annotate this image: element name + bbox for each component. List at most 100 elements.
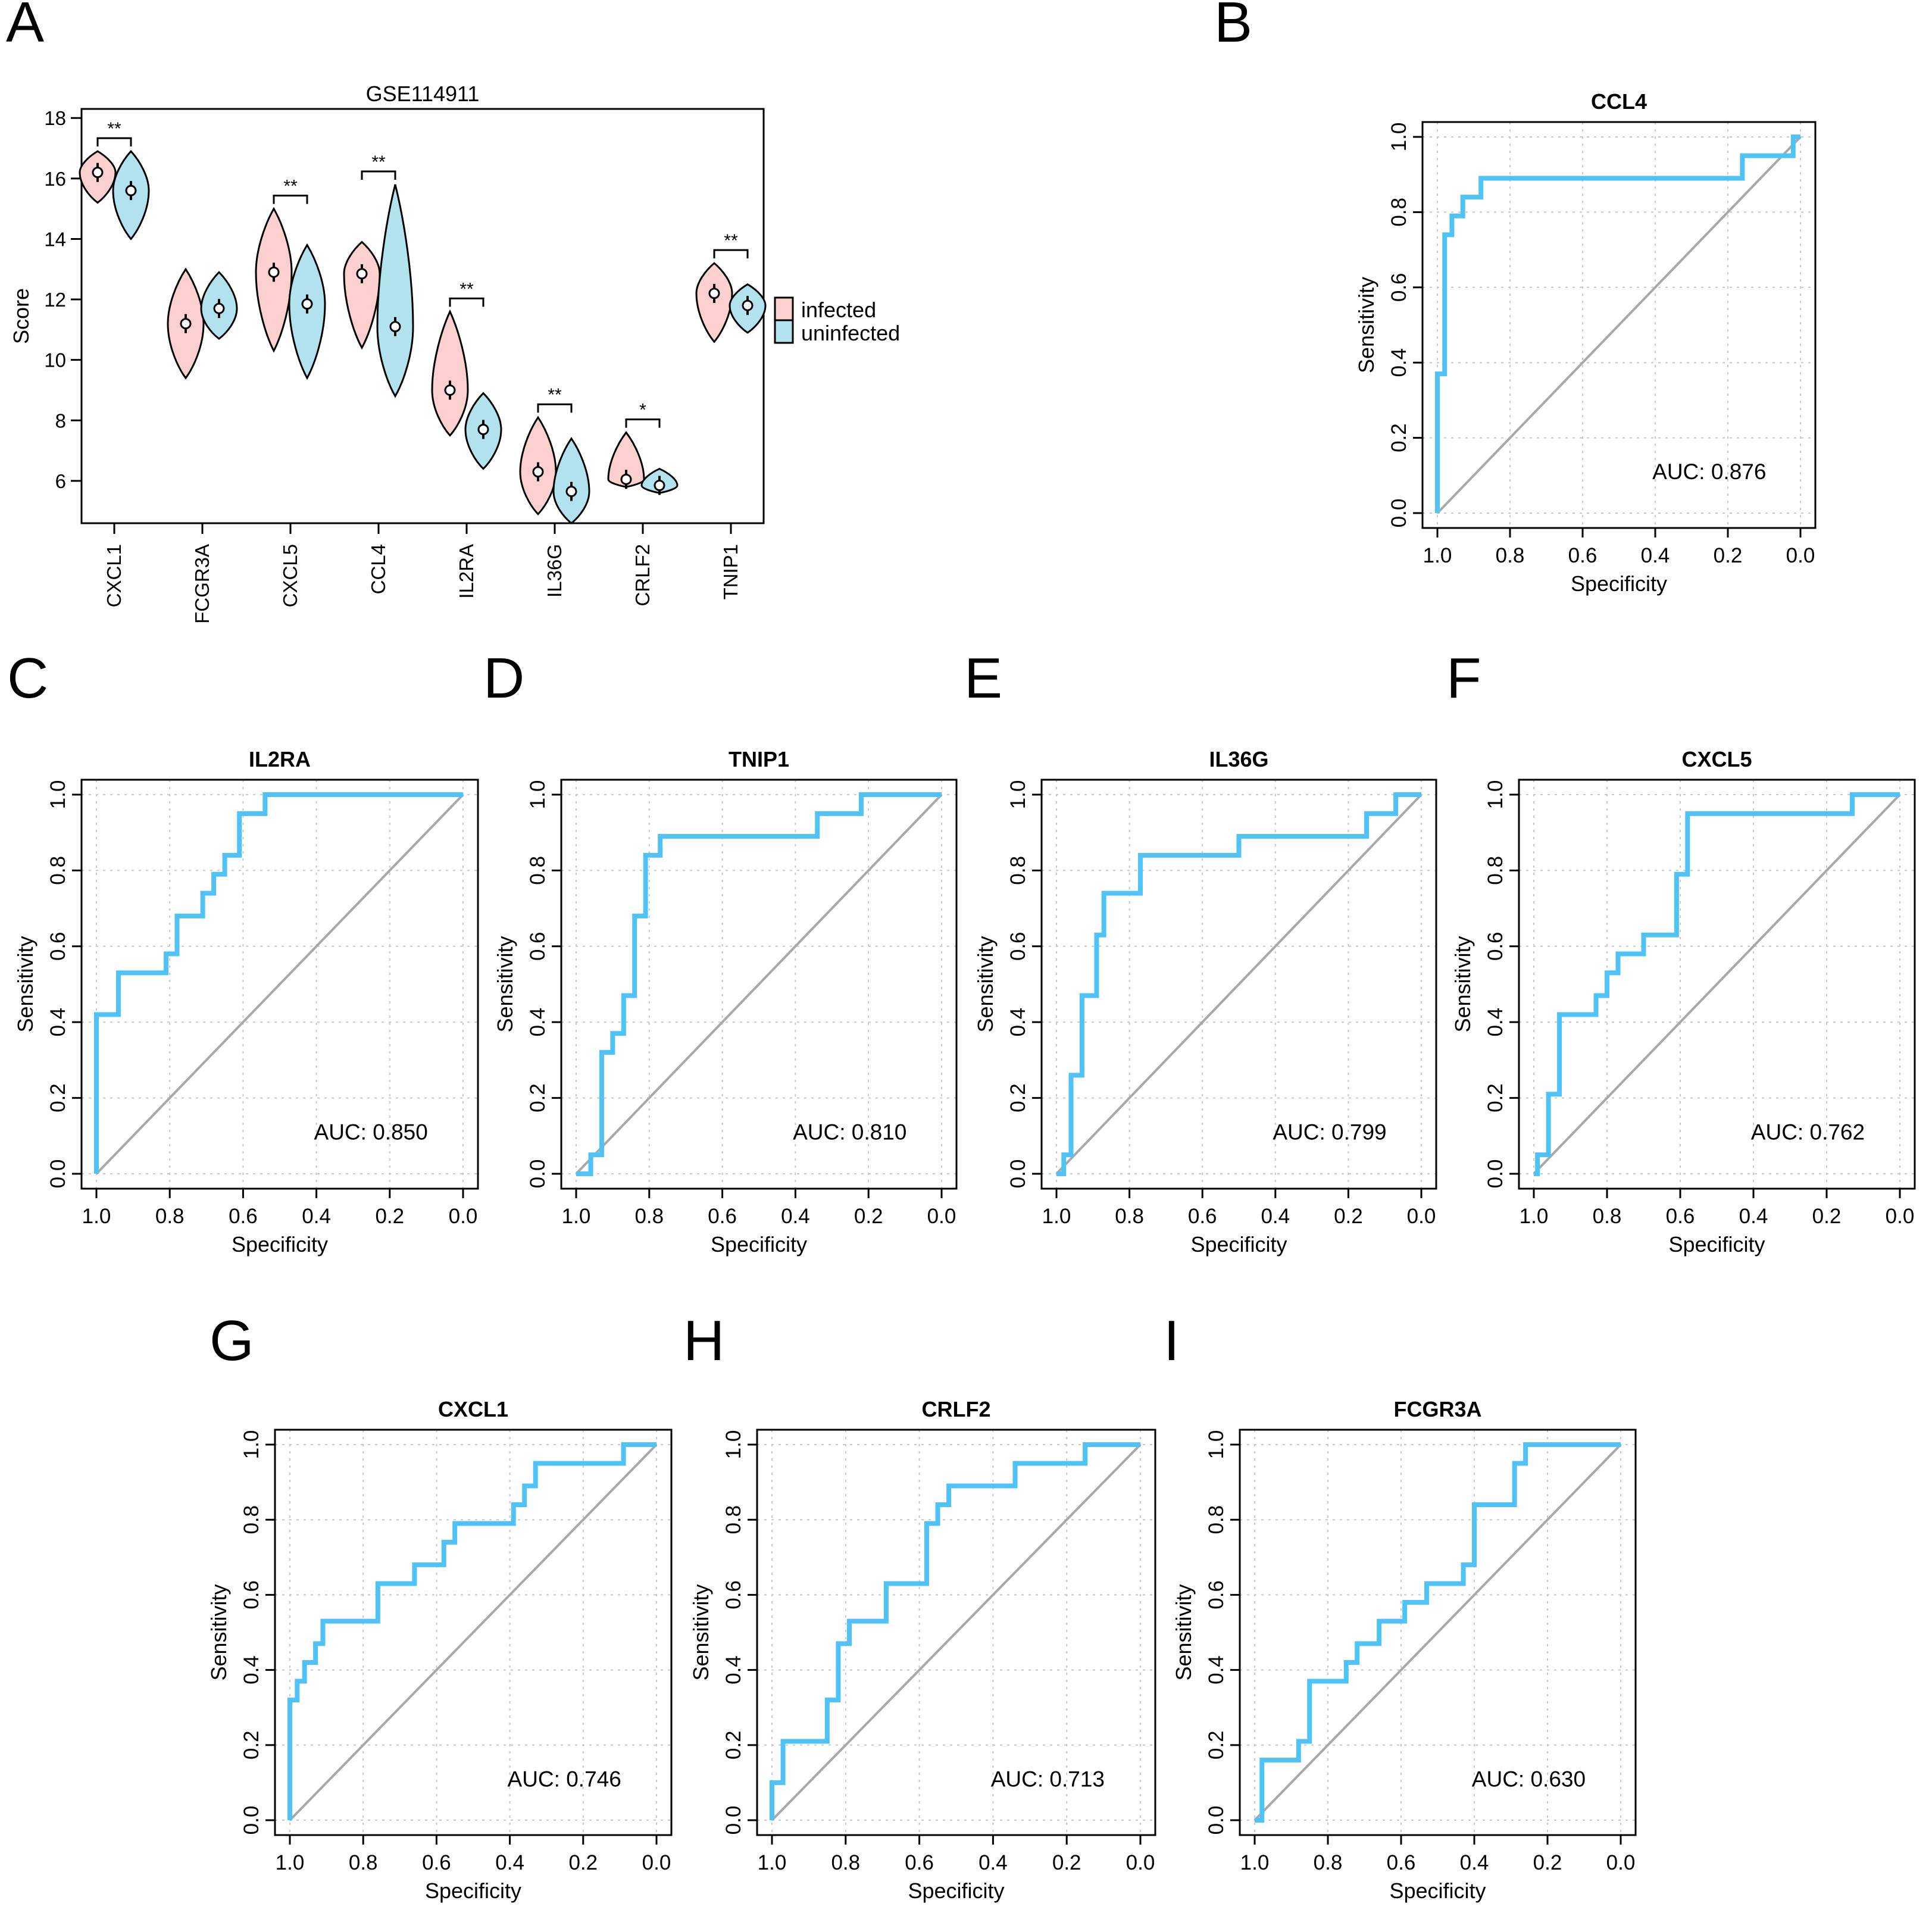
x-tick-label: 0.6: [1387, 1851, 1416, 1874]
y-tick-label: 8: [55, 410, 66, 432]
violin-uninfected-median-point: [742, 299, 754, 311]
significance-label: **: [459, 279, 474, 299]
chart-title: CXCL5: [1681, 747, 1752, 771]
x-tick-label: 1.0: [1240, 1851, 1270, 1874]
plot-frame: [756, 1429, 1156, 1836]
x-tick-label: 0.6: [1666, 1205, 1695, 1228]
violin-uninfected-median-point: [654, 479, 665, 491]
panel-label-I: I: [1164, 1309, 1180, 1373]
y-tick-label: 6: [55, 470, 66, 492]
panel-i-roc-chart: 1.0 1.0 0.8 0.8 0.6 0.6 0.4 0.4 0.2 0.2 0.0 0.0 FCGR…: [1171, 1397, 1637, 1903]
y-tick-label: 0.6: [1387, 273, 1411, 302]
x-tick-label: 0.4: [781, 1205, 810, 1228]
legend-label-infected: infected: [801, 298, 876, 322]
roc-curve: [1435, 135, 1800, 513]
x-tick-label: 0.8: [831, 1851, 860, 1874]
x-tick-label: CCL4: [367, 544, 389, 594]
y-tick-label: 0.8: [722, 1505, 745, 1534]
chart-title: IL2RA: [249, 747, 311, 771]
y-axis-label: Sensitivity: [13, 936, 37, 1032]
y-tick-label: 0.4: [1205, 1655, 1228, 1684]
y-axis-label: Sensitivity: [493, 936, 517, 1032]
y-tick-label: 0.0: [722, 1806, 745, 1835]
y-axis-label: Sensitivity: [689, 1584, 713, 1680]
x-tick-label: 0.2: [1533, 1851, 1562, 1874]
y-tick-label: 1.0: [240, 1430, 263, 1459]
x-axis-label: Specificity: [232, 1232, 328, 1257]
auc-label: AUC: 0.850: [314, 1120, 428, 1145]
panel-h-roc-chart: 1.0 1.0 0.8 0.8 0.6 0.6 0.4 0.4 0.2 0.2 0.0 0.0 CRLF…: [689, 1397, 1156, 1903]
roc-curve: [1534, 792, 1900, 1176]
violin-infected-median-point: [620, 473, 632, 485]
x-axis-label: Specificity: [1571, 571, 1667, 596]
panel-label-C: C: [7, 646, 48, 710]
auc-label: AUC: 0.630: [1472, 1767, 1586, 1791]
y-tick-label: 0.4: [240, 1655, 263, 1684]
panel-c-roc-chart: 1.0 1.0 0.8 0.8 0.6 0.6 0.4 0.4 0.2 0.2 0.0 0.0 IL2R…: [13, 747, 479, 1257]
x-tick-label: 0.0: [1407, 1205, 1436, 1228]
legend-swatch-infected: [774, 296, 794, 321]
chart-title: CXCL1: [438, 1397, 508, 1421]
y-tick-label: 0.4: [1484, 1008, 1507, 1037]
y-tick-label: 0.0: [526, 1159, 549, 1189]
panel-a-violin-chart: GSE114911 Score 6 8 10 12 14 16 18 CXCL1 FCGR3A CXC…: [9, 82, 900, 624]
panel-label-E: E: [964, 646, 1002, 710]
x-tick-label: 0.8: [634, 1205, 664, 1228]
x-tick-label: 0.0: [1606, 1851, 1636, 1874]
y-tick-label: 16: [44, 168, 66, 190]
x-tick-label: 0.0: [927, 1205, 956, 1228]
y-tick-label: 0.2: [240, 1730, 263, 1759]
chart-title: TNIP1: [729, 747, 789, 771]
significance-label: **: [371, 152, 386, 172]
y-tick-label: 0.6: [240, 1580, 263, 1609]
chart-title: IL36G: [1209, 747, 1268, 771]
x-axis-label: Specificity: [908, 1879, 1004, 1903]
y-tick-label: 0.6: [722, 1580, 745, 1609]
plot-frame: [1040, 779, 1437, 1190]
y-tick-label: 0.8: [240, 1505, 263, 1534]
plot-frame: [80, 779, 479, 1190]
significance-label: **: [107, 119, 121, 139]
plot-frame: [1421, 121, 1817, 529]
x-tick-label: 0.0: [1886, 1205, 1915, 1228]
y-tick-label: 0.6: [46, 932, 70, 961]
significance-bracket: [361, 170, 396, 180]
y-tick-label: 0.4: [1387, 348, 1411, 377]
violin-uninfected: [376, 184, 414, 398]
y-tick-label: 0.0: [240, 1806, 263, 1835]
violin-infected-median-point: [444, 384, 456, 396]
violin-uninfected-median-point: [213, 302, 225, 314]
x-tick-label: 0.4: [495, 1851, 524, 1874]
x-tick-label: 1.0: [758, 1851, 787, 1874]
y-tick-label: 0.4: [526, 1008, 549, 1037]
auc-label: AUC: 0.799: [1273, 1120, 1386, 1145]
y-tick-label: 12: [44, 289, 66, 311]
y-tick-label: 0.8: [526, 856, 549, 885]
x-tick-label: 1.0: [82, 1205, 111, 1228]
violin-uninfected-median-point: [301, 298, 313, 310]
x-tick-label: 0.6: [422, 1851, 451, 1874]
violin-infected-median-point: [708, 287, 720, 299]
y-tick-label: 0.2: [1484, 1083, 1507, 1112]
violin-infected: [431, 309, 469, 437]
reference-diagonal: [575, 793, 943, 1175]
roc-curve: [770, 1442, 1140, 1820]
panel-label-H: H: [683, 1309, 724, 1373]
y-axis-label: Score: [9, 288, 33, 344]
roc-curve: [1056, 792, 1421, 1176]
x-tick-label: 0.8: [1115, 1205, 1144, 1228]
y-tick-label: 0.4: [1006, 1008, 1030, 1037]
y-tick-label: 0.0: [1387, 499, 1411, 528]
roc-curve: [1255, 1442, 1621, 1823]
x-axis-label: Specificity: [1190, 1232, 1287, 1257]
y-axis-label: Sensitivity: [973, 936, 998, 1032]
roc-curve: [576, 792, 942, 1176]
x-axis-label: Specificity: [1389, 1879, 1486, 1903]
legend-swatch-uninfected: [774, 319, 794, 344]
significance-bracket: [625, 418, 661, 428]
chart-title: CRLF2: [922, 1397, 991, 1421]
violin-infected: [343, 240, 381, 350]
y-tick-label: 1.0: [1484, 780, 1507, 810]
x-tick-label: 0.8: [1593, 1205, 1622, 1228]
